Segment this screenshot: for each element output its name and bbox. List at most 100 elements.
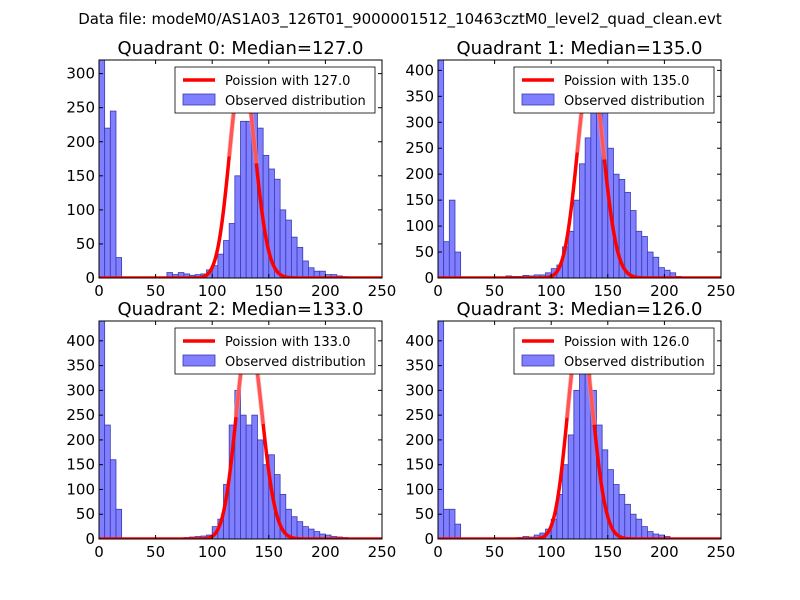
histogram-bar [454, 251, 462, 278]
y-tick-label: 350 [405, 357, 434, 375]
legend: Poission with 126.0 Observed distribution [513, 327, 715, 375]
histogram-bar [641, 236, 648, 278]
legend-entry-observed: Observed distribution [225, 94, 366, 109]
subplot-title: Quadrant 3: Median=126.0 [457, 299, 703, 320]
histogram-bar [630, 210, 637, 278]
histogram-bar [104, 424, 111, 539]
x-tick-label: 150 [254, 282, 283, 300]
legend-entry-observed: Observed distribution [225, 355, 366, 370]
histogram-bar [635, 230, 643, 278]
legend: Poission with 135.0 Observed distribution [513, 66, 715, 114]
legend: Poission with 127.0 Observed distribution [174, 66, 376, 114]
histogram-bar [618, 494, 626, 539]
histogram-bar [590, 106, 597, 278]
histogram-bar [573, 389, 580, 539]
axes-frame [437, 59, 722, 279]
y-tick-label: 200 [405, 165, 434, 183]
y-tick-label: 350 [66, 357, 95, 375]
x-tick-label: 250 [707, 543, 736, 561]
histogram-bar [245, 120, 253, 278]
subplot-grid: Quadrant 0: Median=127.0 0 50 100 150 200 250 0… [66, 38, 735, 561]
histogram-bar [257, 439, 264, 539]
y-tick-label: 200 [405, 431, 434, 449]
histogram-bar [635, 518, 643, 539]
x-tick-label: 0 [94, 282, 104, 300]
y-tick-label: 150 [66, 167, 95, 185]
legend-bar-swatch [521, 93, 555, 106]
histogram-bar [240, 120, 247, 278]
y-tick-label: 100 [66, 480, 95, 498]
legend-entry-poisson: Poission with 135.0 [564, 74, 689, 89]
y-tick-label: 400 [66, 332, 95, 350]
y-tick-label: 150 [66, 456, 95, 474]
axes-frame [437, 320, 722, 540]
x-tick-label: 100 [537, 543, 566, 561]
x-tick-label: 250 [368, 282, 397, 300]
histogram-bar [448, 508, 456, 539]
x-tick-label: 200 [650, 543, 679, 561]
y-tick-label: 150 [405, 456, 434, 474]
histogram-bar [443, 508, 450, 539]
y-tick-label: 50 [76, 505, 95, 523]
histogram-bar [109, 459, 117, 539]
histogram-bar [641, 526, 648, 539]
y-tick-label: 0 [85, 530, 95, 548]
x-tick-label: 50 [146, 543, 165, 561]
y-tick-label: 0 [424, 269, 434, 287]
legend-entry-poisson: Poission with 127.0 [225, 74, 350, 89]
y-tick-label: 300 [405, 381, 434, 399]
histogram-bar [302, 260, 309, 278]
y-tick-label: 300 [405, 113, 434, 131]
histogram-bar [291, 236, 298, 278]
figure-title: Data file: modeM0/AS1A03_126T01_90000015… [78, 10, 722, 29]
histogram-bar [251, 414, 258, 539]
histogram-bar [274, 178, 281, 278]
subplot-title: Quadrant 1: Median=135.0 [457, 38, 703, 59]
histogram-bar [624, 503, 631, 539]
histogram-bar [647, 251, 654, 278]
histogram-bar [584, 137, 592, 278]
histogram-bar [630, 513, 637, 539]
subplot-quadrant-1: Quadrant 1: Median=135.0 0 50 100 150 200 250 0… [405, 38, 735, 300]
y-tick-label: 350 [405, 87, 434, 105]
y-tick-label: 50 [415, 243, 434, 261]
histogram-bar [624, 191, 631, 278]
histogram-bar [302, 526, 309, 539]
x-tick-label: 150 [254, 543, 283, 561]
histogram-bar [245, 424, 253, 539]
histogram-bar [443, 241, 450, 278]
legend-bar-swatch [521, 354, 555, 367]
legend-bar-swatch [182, 93, 216, 106]
histogram-bar [652, 256, 660, 278]
histogram-bar [104, 127, 111, 278]
x-tick-label: 0 [433, 282, 443, 300]
legend-bar-swatch [182, 354, 216, 367]
histogram-bar [285, 219, 292, 278]
histogram-bar [567, 230, 575, 278]
histogram-bar [291, 516, 298, 539]
histogram-bar [454, 523, 462, 539]
x-tick-label: 0 [433, 543, 443, 561]
y-tick-label: 100 [405, 217, 434, 235]
x-tick-label: 100 [198, 282, 227, 300]
y-tick-label: 150 [405, 191, 434, 209]
histogram-bar [438, 321, 445, 539]
histogram-bar [240, 414, 247, 539]
histogram-bar [115, 508, 123, 539]
x-tick-label: 250 [368, 543, 397, 561]
y-tick-label: 200 [66, 431, 95, 449]
histogram-bar [579, 163, 586, 278]
x-tick-label: 150 [593, 543, 622, 561]
x-tick-label: 250 [707, 282, 736, 300]
y-tick-label: 400 [405, 332, 434, 350]
legend: Poission with 133.0 Observed distribution [174, 327, 376, 375]
histogram-bar [223, 240, 230, 278]
y-tick-label: 0 [85, 269, 95, 287]
histogram-bar [567, 434, 575, 539]
y-tick-label: 250 [405, 139, 434, 157]
y-tick-label: 0 [424, 530, 434, 548]
x-tick-label: 150 [593, 282, 622, 300]
histogram-bar [99, 321, 106, 539]
histogram-bar [296, 521, 304, 539]
